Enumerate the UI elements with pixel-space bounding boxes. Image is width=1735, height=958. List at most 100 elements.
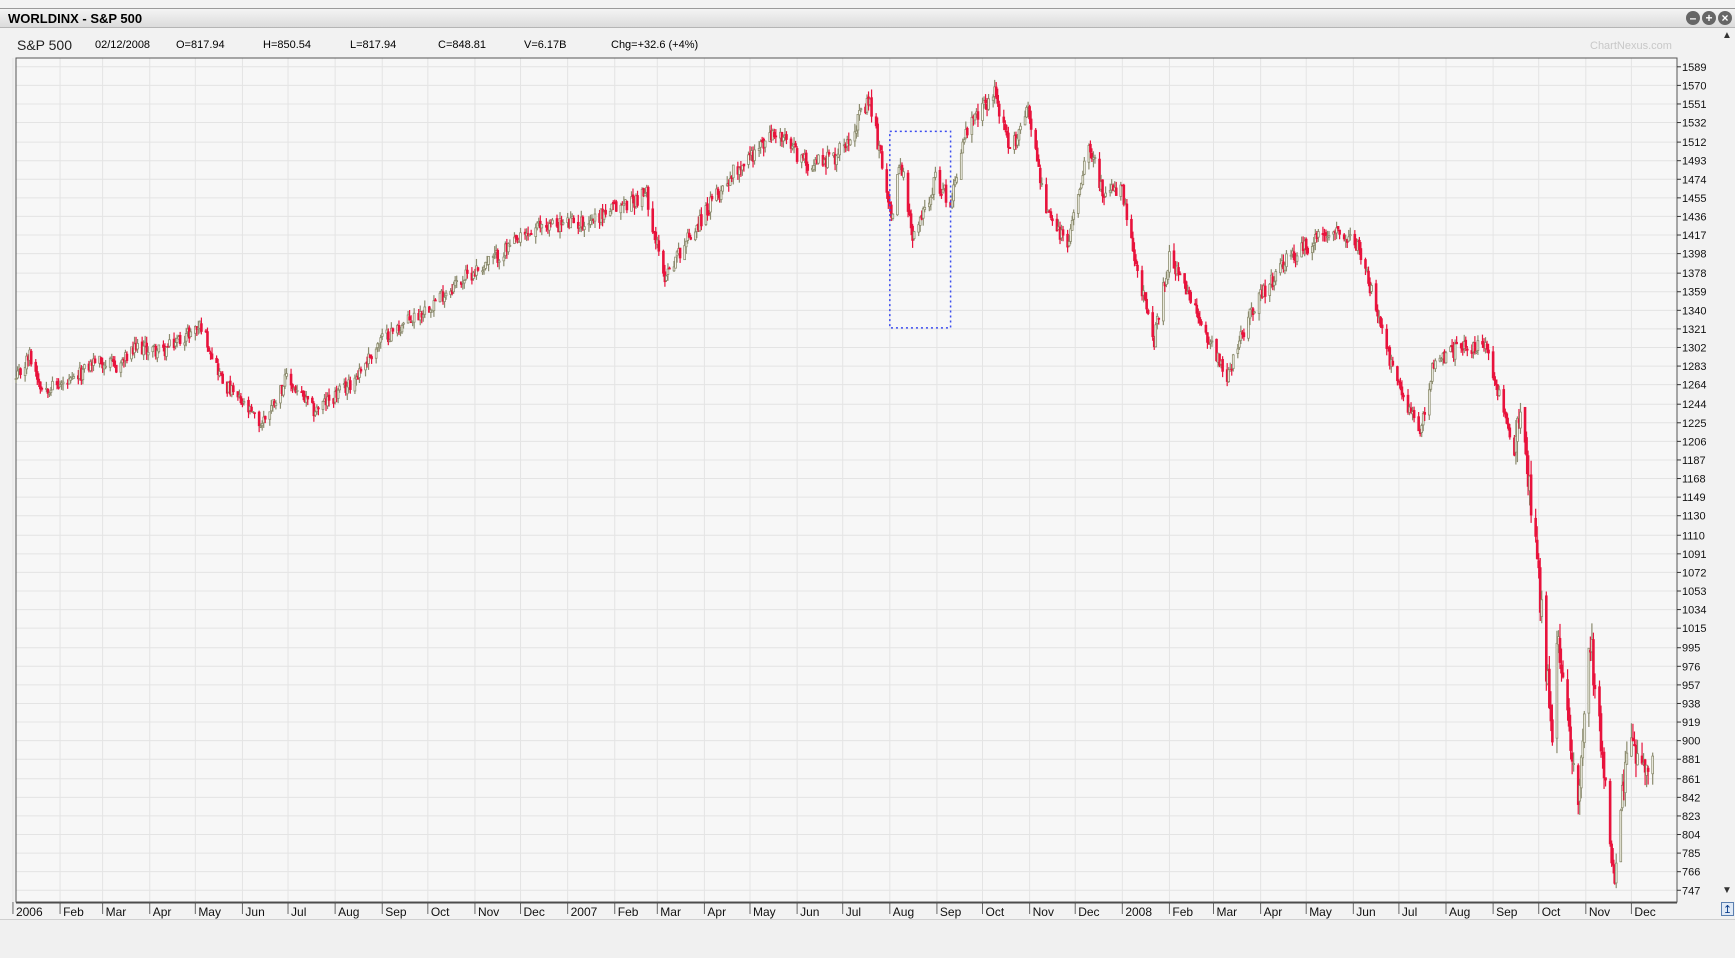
candle-body	[1624, 761, 1627, 794]
candle-body	[215, 357, 218, 364]
candle-body	[377, 342, 381, 346]
candle-body	[642, 188, 645, 197]
candle-body	[908, 210, 911, 216]
candle-body	[938, 169, 942, 194]
maximize-icon[interactable]: +	[1702, 11, 1716, 25]
volume-value: V=6.17B	[524, 39, 567, 51]
candle-body	[108, 357, 112, 368]
y-tick-label: 1570	[1682, 80, 1706, 92]
candle-body	[780, 132, 784, 142]
candle-body	[981, 102, 984, 121]
candle-body	[1570, 752, 1574, 762]
candle-body	[856, 114, 860, 131]
candle-body	[731, 164, 735, 179]
candle-body	[232, 385, 235, 393]
scroll-down-icon[interactable]: ▼	[1722, 885, 1732, 896]
close-icon[interactable]: ×	[1718, 11, 1732, 25]
candle-body	[1475, 351, 1478, 354]
candle-body	[738, 167, 741, 175]
candle-body	[1620, 784, 1624, 809]
candle-body	[789, 138, 793, 149]
candle-body	[507, 243, 510, 253]
candle-body	[51, 380, 54, 391]
candle-body	[1279, 263, 1282, 274]
candle-body	[463, 280, 466, 284]
candle-body	[614, 201, 618, 212]
candle-body	[46, 388, 50, 394]
candle-body	[81, 368, 85, 381]
candle-body	[516, 237, 519, 241]
candle-body	[83, 364, 86, 370]
candle-body	[1035, 147, 1039, 162]
high-value: H=850.54	[263, 39, 312, 51]
candle-body	[608, 211, 612, 216]
candle-body	[49, 389, 53, 393]
candle-body	[423, 306, 427, 315]
candle-body	[1274, 271, 1278, 282]
x-tick-label: Oct	[1542, 905, 1561, 919]
expand-arrow-icon[interactable]: ↥	[1721, 902, 1734, 916]
candle-body	[812, 165, 816, 171]
candle-body	[1037, 159, 1041, 167]
candle-body	[142, 345, 145, 356]
candle-body	[683, 245, 686, 261]
candle-body	[1157, 317, 1161, 320]
candle-body	[61, 381, 65, 385]
y-tick-label: 976	[1682, 661, 1700, 673]
minimize-icon[interactable]: –	[1686, 11, 1700, 25]
candle-body	[757, 147, 761, 151]
candle-body	[317, 407, 320, 410]
scroll-up-icon[interactable]: ▲	[1722, 30, 1732, 41]
candle-body	[168, 339, 171, 347]
candle-body	[508, 244, 512, 247]
candle-body	[1420, 425, 1423, 433]
x-tick-label: Nov	[478, 905, 499, 919]
y-tick-label: 1417	[1682, 230, 1706, 242]
candle-body	[1227, 369, 1230, 383]
candle-body	[1002, 116, 1006, 123]
candle-body	[1122, 184, 1126, 205]
candle-body	[1198, 317, 1202, 324]
candle-body	[152, 345, 156, 347]
candle-body	[572, 217, 576, 224]
candle-body	[1257, 292, 1261, 314]
candle-body	[178, 335, 182, 344]
x-tick-label: Aug	[1449, 905, 1470, 919]
candle-body	[955, 177, 958, 183]
candle-body	[484, 261, 487, 269]
candle-body	[221, 373, 224, 384]
candle-body	[1189, 291, 1193, 303]
candle-body	[795, 148, 799, 162]
candle-body	[1034, 129, 1037, 149]
candle-body	[1193, 303, 1197, 306]
candle-body	[1028, 106, 1031, 120]
close-value: C=848.81	[438, 39, 487, 51]
candle-body	[311, 397, 314, 403]
candle-body	[1625, 752, 1629, 765]
y-tick-label: 1072	[1682, 567, 1706, 579]
candle-body	[1238, 340, 1241, 348]
candle-body	[800, 154, 803, 163]
candle-body	[716, 188, 720, 195]
candle-body	[725, 183, 729, 186]
candle-body	[817, 154, 820, 164]
candle-body	[1464, 339, 1468, 348]
candle-body	[1177, 267, 1180, 275]
candle-body	[402, 322, 405, 325]
candle-body	[959, 152, 963, 180]
candle-body	[687, 232, 691, 238]
candle-body	[379, 337, 383, 343]
candle-body	[174, 342, 177, 347]
candle-body	[327, 394, 331, 401]
candle-body	[1230, 368, 1234, 371]
candle-body	[665, 275, 668, 281]
candle-body	[853, 131, 857, 142]
candle-body	[1125, 203, 1129, 221]
open-value: O=817.94	[176, 39, 225, 51]
candle-body	[1140, 270, 1144, 297]
y-tick-label: 1091	[1682, 549, 1706, 561]
candle-body	[1306, 247, 1310, 254]
candle-body	[1619, 809, 1623, 863]
candle-body	[99, 357, 103, 365]
